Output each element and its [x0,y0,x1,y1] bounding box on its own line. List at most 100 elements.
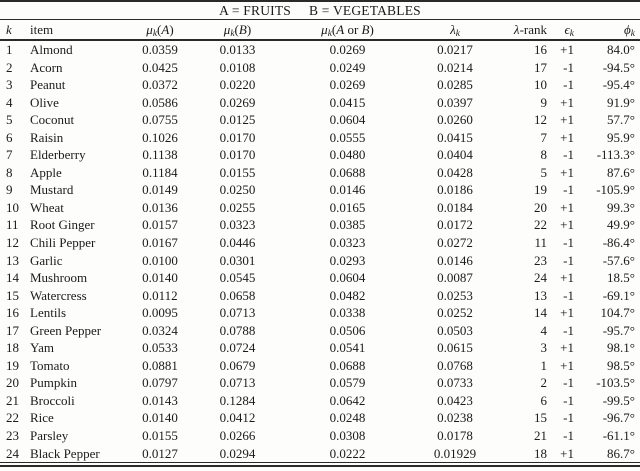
cell-k: 6 [6,129,13,145]
table-row: 8 Apple 0.1184 0.0155 0.0688 0.0428 5 +1 87.6° [0,164,640,182]
cell-k: 9 [6,182,13,198]
cell-lambda: 0.0397 [437,94,473,110]
cell-item: Watercress [30,287,87,303]
cell-phi: -61.1° [602,428,635,444]
cell-mu-a-or-b: 0.0323 [329,235,366,251]
top-rule [0,0,640,2]
cell-epsilon: +1 [560,199,574,215]
cell-lambda-rank: 19 [534,182,547,198]
cell-mu-a: 0.0324 [142,322,178,338]
cell-epsilon: +1 [560,217,574,233]
cell-epsilon: +1 [560,42,574,57]
cell-mu-a: 0.0157 [142,217,178,233]
cell-lambda-rank: 14 [534,305,547,321]
cell-lambda-rank: 1 [540,357,548,373]
cell-mu-b: 0.0170 [219,147,256,163]
cell-k: 14 [6,270,19,286]
cell-mu-a-or-b: 0.0541 [329,340,366,356]
cell-item: Garlic [30,252,63,268]
cell-epsilon: +1 [560,129,574,145]
cell-phi: -113.3° [596,147,635,163]
cell-mu-a-or-b: 0.0604 [329,112,366,128]
cell-phi: 104.7° [600,305,635,321]
cell-item: Acorn [30,59,63,75]
cell-mu-b: 0.0301 [219,252,256,268]
cell-lambda-rank: 13 [534,287,547,303]
cell-mu-b: 0.0446 [219,235,256,251]
table-row: 13 Garlic 0.0100 0.0301 0.0293 0.0146 23 -1 -57.… [0,252,640,270]
column-header-phi: ϕk [576,20,640,41]
cell-mu-a: 0.0112 [142,287,178,303]
cell-k: 12 [6,235,19,251]
cell-mu-a-or-b: 0.0269 [329,77,366,93]
cell-lambda: 0.0172 [437,217,473,233]
cell-lambda-rank: 2 [540,375,548,391]
cell-mu-a: 0.0167 [142,235,178,251]
cell-mu-b: 0.0679 [219,357,256,373]
table-row: 7 Elderberry 0.1138 0.0170 0.0480 0.0404 8 -1 -1… [0,146,640,164]
cell-epsilon: -1 [563,322,574,338]
cell-mu-a-or-b: 0.0249 [329,59,366,75]
cell-item: Chili Pepper [30,235,96,251]
cell-mu-a-or-b: 0.0338 [329,305,366,321]
cell-lambda-rank: 12 [534,112,547,128]
cell-phi: -57.6° [602,252,635,268]
cell-k: 21 [6,392,19,408]
cell-mu-b: 0.0269 [219,94,256,110]
table-row: 2 Acorn 0.0425 0.0108 0.0249 0.0214 17 -1 -94.5° [0,59,640,77]
cell-phi: 95.9° [607,129,635,145]
cell-epsilon: -1 [563,147,574,163]
cell-phi: 86.7° [607,445,635,461]
table-row: 3 Peanut 0.0372 0.0220 0.0269 0.0285 10 -1 -95.4… [0,76,640,94]
cell-item: Broccoli [30,392,75,408]
cell-lambda-rank: 15 [534,410,547,426]
table-row: 16 Lentils 0.0095 0.0713 0.0338 0.0252 14 +1 104… [0,304,640,322]
cell-lambda: 0.0217 [437,42,473,57]
cell-mu-a: 0.0140 [142,270,178,286]
cell-mu-a: 0.0149 [142,182,178,198]
cell-phi: 91.9° [607,94,635,110]
cell-mu-a: 0.0140 [142,410,178,426]
cell-k: 13 [6,252,19,268]
cell-k: 15 [6,287,19,303]
cell-lambda: 0.0178 [437,428,473,444]
cell-lambda: 0.0272 [437,235,473,251]
cell-lambda-rank: 9 [540,94,548,110]
cell-epsilon: +1 [560,94,574,110]
cell-mu-a-or-b: 0.0688 [329,164,366,180]
cell-mu-a-or-b: 0.0385 [329,217,366,233]
cell-phi: -105.9° [596,182,635,198]
cell-mu-b: 0.0658 [219,287,256,303]
cell-item: Raisin [30,129,64,145]
cell-mu-a-or-b: 0.0579 [329,375,366,391]
cell-mu-a: 0.0797 [142,375,178,391]
cell-mu-a-or-b: 0.0555 [329,129,366,145]
cell-item: Tomato [30,357,70,373]
cell-mu-b: 0.0724 [219,340,256,356]
cell-lambda: 0.0428 [437,164,473,180]
table-row: 22 Rice 0.0140 0.0412 0.0248 0.0238 15 -1 -96.7° [0,409,640,427]
cell-lambda-rank: 24 [534,270,547,286]
column-header-lambda-rank: λ-rank [500,20,550,41]
cell-k: 23 [6,428,19,444]
cell-k: 4 [6,94,13,110]
table-row: 6 Raisin 0.1026 0.0170 0.0555 0.0415 7 +1 95.9° [0,129,640,147]
cell-lambda: 0.0260 [437,112,473,128]
cell-k: 20 [6,375,19,391]
cell-lambda: 0.0184 [437,199,473,215]
cell-lambda: 0.0087 [437,270,473,286]
cell-phi: 84.0° [607,42,635,57]
table-row: 15 Watercress 0.0112 0.0658 0.0482 0.0253 13 -1… [0,287,640,305]
cell-phi: -95.4° [602,77,635,93]
cell-epsilon: -1 [563,77,574,93]
bottom-rule-thick [0,465,640,468]
table-row: 14 Mushroom 0.0140 0.0545 0.0604 0.0087 24 +1 18… [0,269,640,287]
table-row: 17 Green Pepper 0.0324 0.0788 0.0506 0.0503 4-… [0,322,640,340]
cell-mu-b: 0.0266 [219,428,256,444]
cell-k: 3 [6,77,13,93]
cell-lambda: 0.0423 [437,392,473,408]
cell-item: Black Pepper [30,445,100,461]
cell-lambda: 0.0615 [437,340,473,356]
cell-mu-a-or-b: 0.0688 [329,357,366,373]
cell-phi: -86.4° [602,235,635,251]
